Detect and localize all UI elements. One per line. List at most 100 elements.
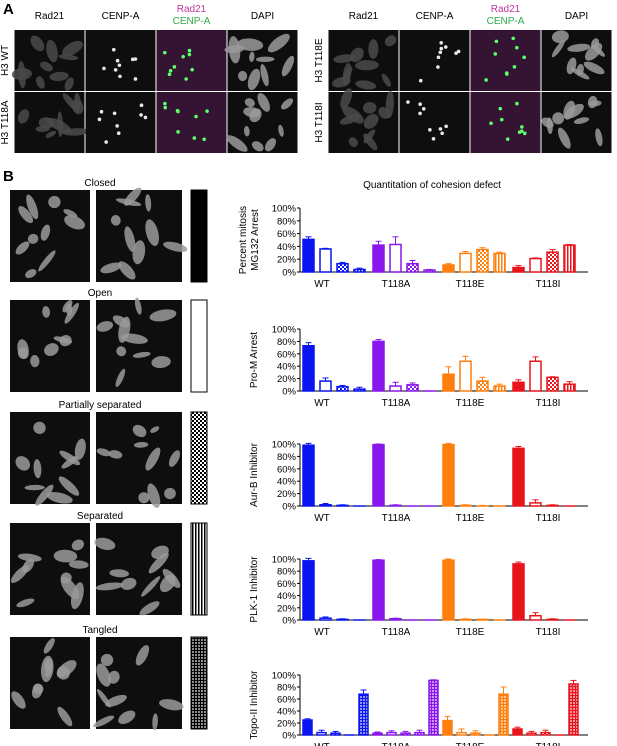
bar-chart-3: 0% 20%40%60%80%100% PLK-1 Inhibitor WT T118A… <box>249 555 588 638</box>
y-tick-label: 60% <box>277 349 297 360</box>
chromatin-blob <box>162 568 181 588</box>
row-label: H3 T118E <box>314 38 325 82</box>
chromatin-blob <box>96 448 111 457</box>
y-tick-label: 20% <box>277 719 297 730</box>
chromatin-blob <box>368 39 379 59</box>
chromatin-blob <box>96 688 111 708</box>
chromatin-blob <box>333 54 355 63</box>
cenpa-spot <box>438 127 443 131</box>
merge-haze <box>156 30 227 91</box>
chromatin-blob <box>56 666 70 680</box>
chromatin-blob <box>57 706 73 727</box>
chromatin-blob <box>120 577 137 590</box>
cenpa-spot <box>194 114 198 119</box>
y-tick-label: 0% <box>282 268 296 279</box>
x-tick-label: T118A <box>382 627 411 638</box>
chromatin-blob <box>149 309 177 322</box>
bar-T118A-0 <box>372 340 385 392</box>
y-tick-label: 80% <box>277 452 297 463</box>
bar-WT-0 <box>302 238 315 273</box>
chromatin-blob <box>46 117 72 133</box>
chromatin-blob <box>134 297 142 315</box>
chromatin-blob <box>100 653 114 667</box>
y-tick-label: 40% <box>277 477 297 488</box>
cenpa-spot <box>440 131 444 136</box>
bar-T118E-1 <box>459 504 472 507</box>
x-tick-label: T118A <box>382 279 411 290</box>
bar-WT-2 <box>336 385 349 392</box>
chromatin-blob <box>243 125 250 137</box>
bar-T118I-1 <box>529 257 542 273</box>
cenpa-spot <box>133 77 138 81</box>
cenpa-spot <box>181 54 185 59</box>
chromatin-blob <box>38 250 56 272</box>
phenotype-label: Partially separated <box>59 400 142 411</box>
chromatin-blob <box>64 215 85 230</box>
chromatin-blob <box>141 576 161 597</box>
chromatin-blob <box>164 487 176 500</box>
cenpa-spot <box>115 58 120 63</box>
chromatin-blob <box>551 30 569 44</box>
chromatin-blob <box>342 62 352 86</box>
bar-T118I-0 <box>512 447 525 507</box>
chromatin-blob <box>595 128 603 147</box>
chromatin-blob <box>264 138 277 152</box>
chromatin-blob <box>11 691 26 709</box>
cenpa-spot <box>489 121 493 126</box>
chromatin-blob <box>63 209 78 218</box>
cenpa-spot <box>115 124 119 128</box>
chromatin-blob <box>68 560 89 569</box>
bar-T118A-1 <box>389 618 402 621</box>
cenpa-spot <box>133 57 138 61</box>
column-header-rad21: Rad21 <box>35 11 65 22</box>
chromatin-blob <box>17 553 42 562</box>
phenotype-row: Separated <box>10 511 208 616</box>
cenpa-spot <box>436 55 441 60</box>
column-header-dapi: DAPI <box>251 11 274 22</box>
chromatin-blob <box>381 73 391 87</box>
column-header-rad21: Rad21 <box>349 11 379 22</box>
y-axis-label: Topo-II Inhibitor <box>249 670 260 740</box>
x-tick-label: T118I <box>536 627 561 638</box>
y-axis-label: Aur-B Inhibitor <box>249 442 260 507</box>
bar-T118I-0 <box>512 381 525 392</box>
bar-WT-1 <box>319 504 332 507</box>
y-tick-label: 40% <box>277 707 297 718</box>
bar-T118A-1 <box>389 243 402 273</box>
panel-label-b: B <box>3 168 14 185</box>
bar-T118E-2 <box>476 248 489 273</box>
bar-T118E-0 <box>442 719 453 736</box>
chromatin-blob <box>15 241 30 255</box>
chromatin-blob <box>148 552 169 574</box>
chromatin-blob <box>249 51 255 63</box>
bar-T118I-2 <box>546 618 559 621</box>
chromatin-blob <box>257 93 270 112</box>
chromatin-blob <box>583 61 605 75</box>
cenpa-spot <box>192 136 197 140</box>
cenpa-spot <box>456 49 461 54</box>
x-tick-label: T118E <box>456 513 485 524</box>
x-tick-label: T118E <box>456 279 485 290</box>
chromatin-blob <box>105 694 127 707</box>
chromatin-blob <box>109 569 129 578</box>
chromatin-blob <box>71 539 85 551</box>
chromatin-blob <box>563 100 576 120</box>
chromatin-blob <box>25 269 37 279</box>
legend-swatch-solid <box>190 189 208 283</box>
chromatin-blob <box>33 421 46 434</box>
micrograph-cell <box>399 30 470 91</box>
y-tick-label: 20% <box>277 489 297 500</box>
chromatin-blob <box>147 483 161 508</box>
phenotype-row: Tangled <box>10 625 208 731</box>
bar-WT-3 <box>353 268 366 273</box>
y-tick-label: 60% <box>277 579 297 590</box>
chromatin-blob <box>355 80 377 90</box>
cenpa-spot <box>431 137 436 141</box>
chromatin-blob <box>159 699 184 711</box>
chromatin-blob <box>46 39 58 63</box>
bar-WT-0 <box>302 560 315 621</box>
cenpa-spot <box>512 65 517 69</box>
y-tick-label: 20% <box>277 255 297 266</box>
chromatin-blob <box>59 450 81 466</box>
x-tick-label: T118E <box>456 742 485 746</box>
